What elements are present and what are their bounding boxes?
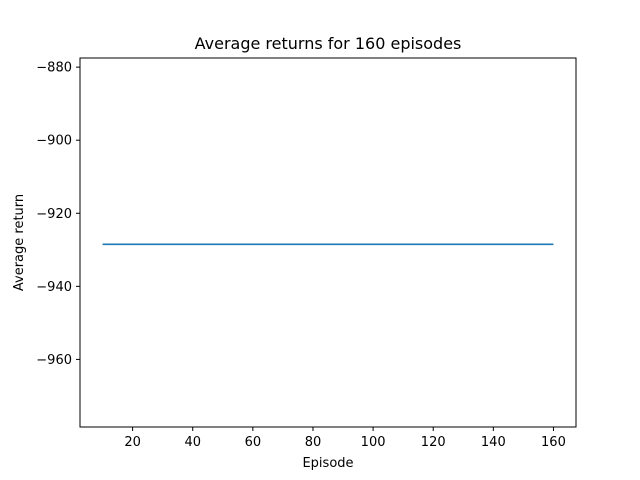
y-tick-label: −880 (36, 61, 72, 76)
x-tick-label: 160 (541, 435, 566, 450)
y-axis-title: Average return (12, 194, 27, 291)
x-axis: 20 40 60 80 100 120 140 160 (124, 427, 566, 450)
y-tick-label: −960 (36, 353, 72, 368)
y-tick-label: −920 (36, 207, 72, 222)
y-axis: −960 −940 −920 −900 −880 (36, 61, 80, 368)
plot-frame (79, 57, 577, 428)
y-tick-label: −900 (36, 134, 72, 149)
x-tick-label: 20 (124, 435, 141, 450)
x-tick-label: 100 (361, 435, 386, 450)
x-tick-label: 60 (245, 435, 262, 450)
chart-title: Average returns for 160 episodes (195, 34, 462, 53)
y-tick-label: −940 (36, 280, 72, 295)
x-tick-label: 140 (481, 435, 506, 450)
x-tick-label: 120 (421, 435, 446, 450)
x-tick-label: 40 (184, 435, 201, 450)
x-tick-label: 80 (305, 435, 322, 450)
x-axis-title: Episode (302, 456, 353, 471)
